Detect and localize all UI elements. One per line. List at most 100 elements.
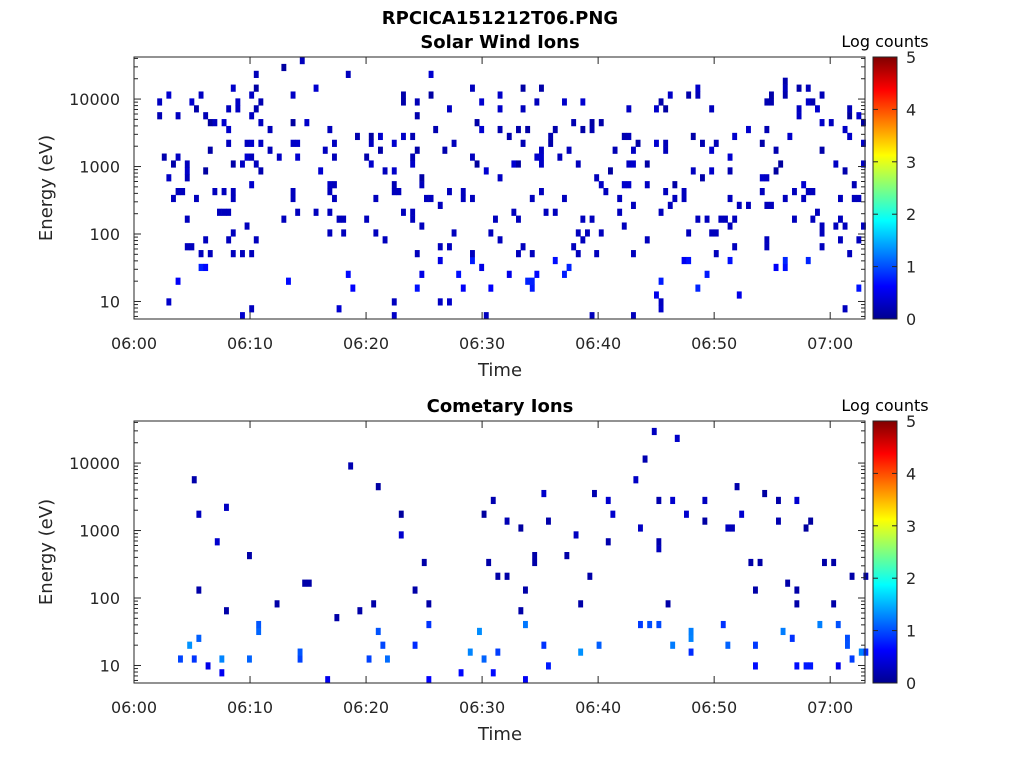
chart-title: Solar Wind Ions <box>420 32 579 53</box>
spectrogram-cell <box>290 139 296 147</box>
spectrogram-cell <box>290 119 296 127</box>
spectrogram-cell <box>686 91 692 99</box>
spectrogram-cell <box>856 284 862 292</box>
spectrogram-cell <box>198 91 204 99</box>
spectrogram-cell <box>391 298 397 306</box>
spectrogram-cell <box>822 558 827 567</box>
spectrogram-cell <box>511 208 517 216</box>
spectrogram-cell <box>631 146 636 154</box>
spectrogram-cell <box>856 194 862 203</box>
colorbar-tick-label: 4 <box>906 100 916 119</box>
spectrogram-cell <box>258 119 264 127</box>
spectrogram-cell <box>203 112 209 120</box>
spectrogram-cell <box>226 236 232 244</box>
spectrogram-cell <box>414 250 420 258</box>
spectrogram-cell <box>332 181 337 189</box>
spectrogram-cell <box>212 119 218 127</box>
spectrogram-cell <box>539 188 544 196</box>
spectrogram-cell <box>497 91 503 99</box>
spectrogram-cell <box>345 270 351 278</box>
spectrogram-cell <box>523 620 528 629</box>
spectrogram-cell <box>214 538 220 546</box>
spectrogram-cell <box>562 270 567 278</box>
spectrogram-cell <box>753 641 758 649</box>
spectrogram-cell <box>493 215 498 223</box>
spectrogram-cell <box>258 139 264 147</box>
spectrogram-cell <box>470 84 475 92</box>
spectrogram-cell <box>835 620 841 629</box>
spectrogram-cell <box>702 517 708 525</box>
spectrogram-cell <box>617 208 623 216</box>
spectrogram-cell <box>230 229 236 237</box>
spectrogram-cell <box>598 119 604 127</box>
spectrogram-cell <box>727 222 733 230</box>
y-tick-label: 10 <box>100 656 120 675</box>
spectrogram-cell <box>327 229 333 237</box>
spectrogram-cell <box>396 188 402 196</box>
spectrogram-cell <box>458 669 464 677</box>
spectrogram-cell <box>256 627 262 636</box>
spectrogram-cell <box>644 160 650 168</box>
spectrogram-cell <box>412 586 418 594</box>
colorbar-tick-label: 2 <box>906 569 916 588</box>
spectrogram-cell <box>230 194 236 203</box>
spectrogram-cell <box>410 160 416 168</box>
spectrogram-cell <box>470 256 475 265</box>
spectrogram-cell <box>815 105 820 113</box>
spectrogram-cell <box>306 579 312 587</box>
spectrogram-cell <box>398 531 404 539</box>
spectrogram-cell <box>849 655 855 663</box>
spectrogram-cell <box>230 84 236 92</box>
spectrogram-cell <box>217 208 222 216</box>
spectrogram-cell <box>759 188 765 196</box>
spectrogram-cell <box>656 545 662 553</box>
spectrogram-cell <box>713 229 719 237</box>
spectrogram-cell <box>764 174 770 182</box>
spectrogram-cell <box>442 146 448 154</box>
spectrogram-cell <box>224 503 229 511</box>
spectrogram-cell <box>769 201 774 209</box>
colorbar-tick-label: 3 <box>906 153 916 172</box>
colorbar-tick-label: 5 <box>906 48 916 67</box>
spectrogram-cell <box>819 243 825 251</box>
spectrogram-cell <box>290 91 296 99</box>
spectrogram-cell <box>364 215 370 223</box>
spectrogram-cell <box>447 243 452 251</box>
y-tick-label: 1000 <box>79 522 120 541</box>
spectrogram-cell <box>688 634 694 642</box>
spectrogram-cell <box>663 139 669 147</box>
spectrogram-cell <box>224 607 229 615</box>
spectrogram-cell <box>401 98 406 106</box>
spectrogram-cell <box>773 146 779 154</box>
x-axis-label: Time <box>477 724 522 745</box>
spectrogram-cell <box>196 586 202 594</box>
spectrogram-cell <box>336 215 342 223</box>
spectrogram-cell <box>608 167 613 175</box>
x-tick-label: 07:00 <box>807 698 853 717</box>
spectrogram-cell <box>414 284 420 292</box>
spectrogram-cell <box>769 91 774 99</box>
spectrogram-cell <box>681 256 687 265</box>
spectrogram-cell <box>773 263 779 272</box>
spectrogram-cell <box>437 298 443 306</box>
spectrogram-cell <box>713 250 719 258</box>
spectrogram-cell <box>244 139 250 147</box>
spectrogram-cell <box>221 208 227 216</box>
spectrogram-cell <box>373 229 379 237</box>
x-tick-label: 06:30 <box>459 698 505 717</box>
spectrogram-cell <box>290 194 296 203</box>
spectrogram-cell <box>757 558 763 567</box>
spectrogram-cell <box>166 91 172 99</box>
spectrogram-cell <box>709 167 715 175</box>
spectrogram-cell <box>764 125 770 134</box>
spectrogram-cell <box>571 119 577 127</box>
spectrogram-cell <box>734 483 740 491</box>
spectrogram-cell <box>470 153 475 161</box>
spectrogram-cell <box>810 98 816 106</box>
spectrogram-cell <box>189 243 195 251</box>
spectrogram-cells <box>157 57 866 320</box>
spectrogram-cell <box>175 153 181 161</box>
spectrogram-cell <box>548 132 554 141</box>
spectrogram-cell <box>226 105 232 113</box>
spectrogram-cell <box>191 655 197 663</box>
